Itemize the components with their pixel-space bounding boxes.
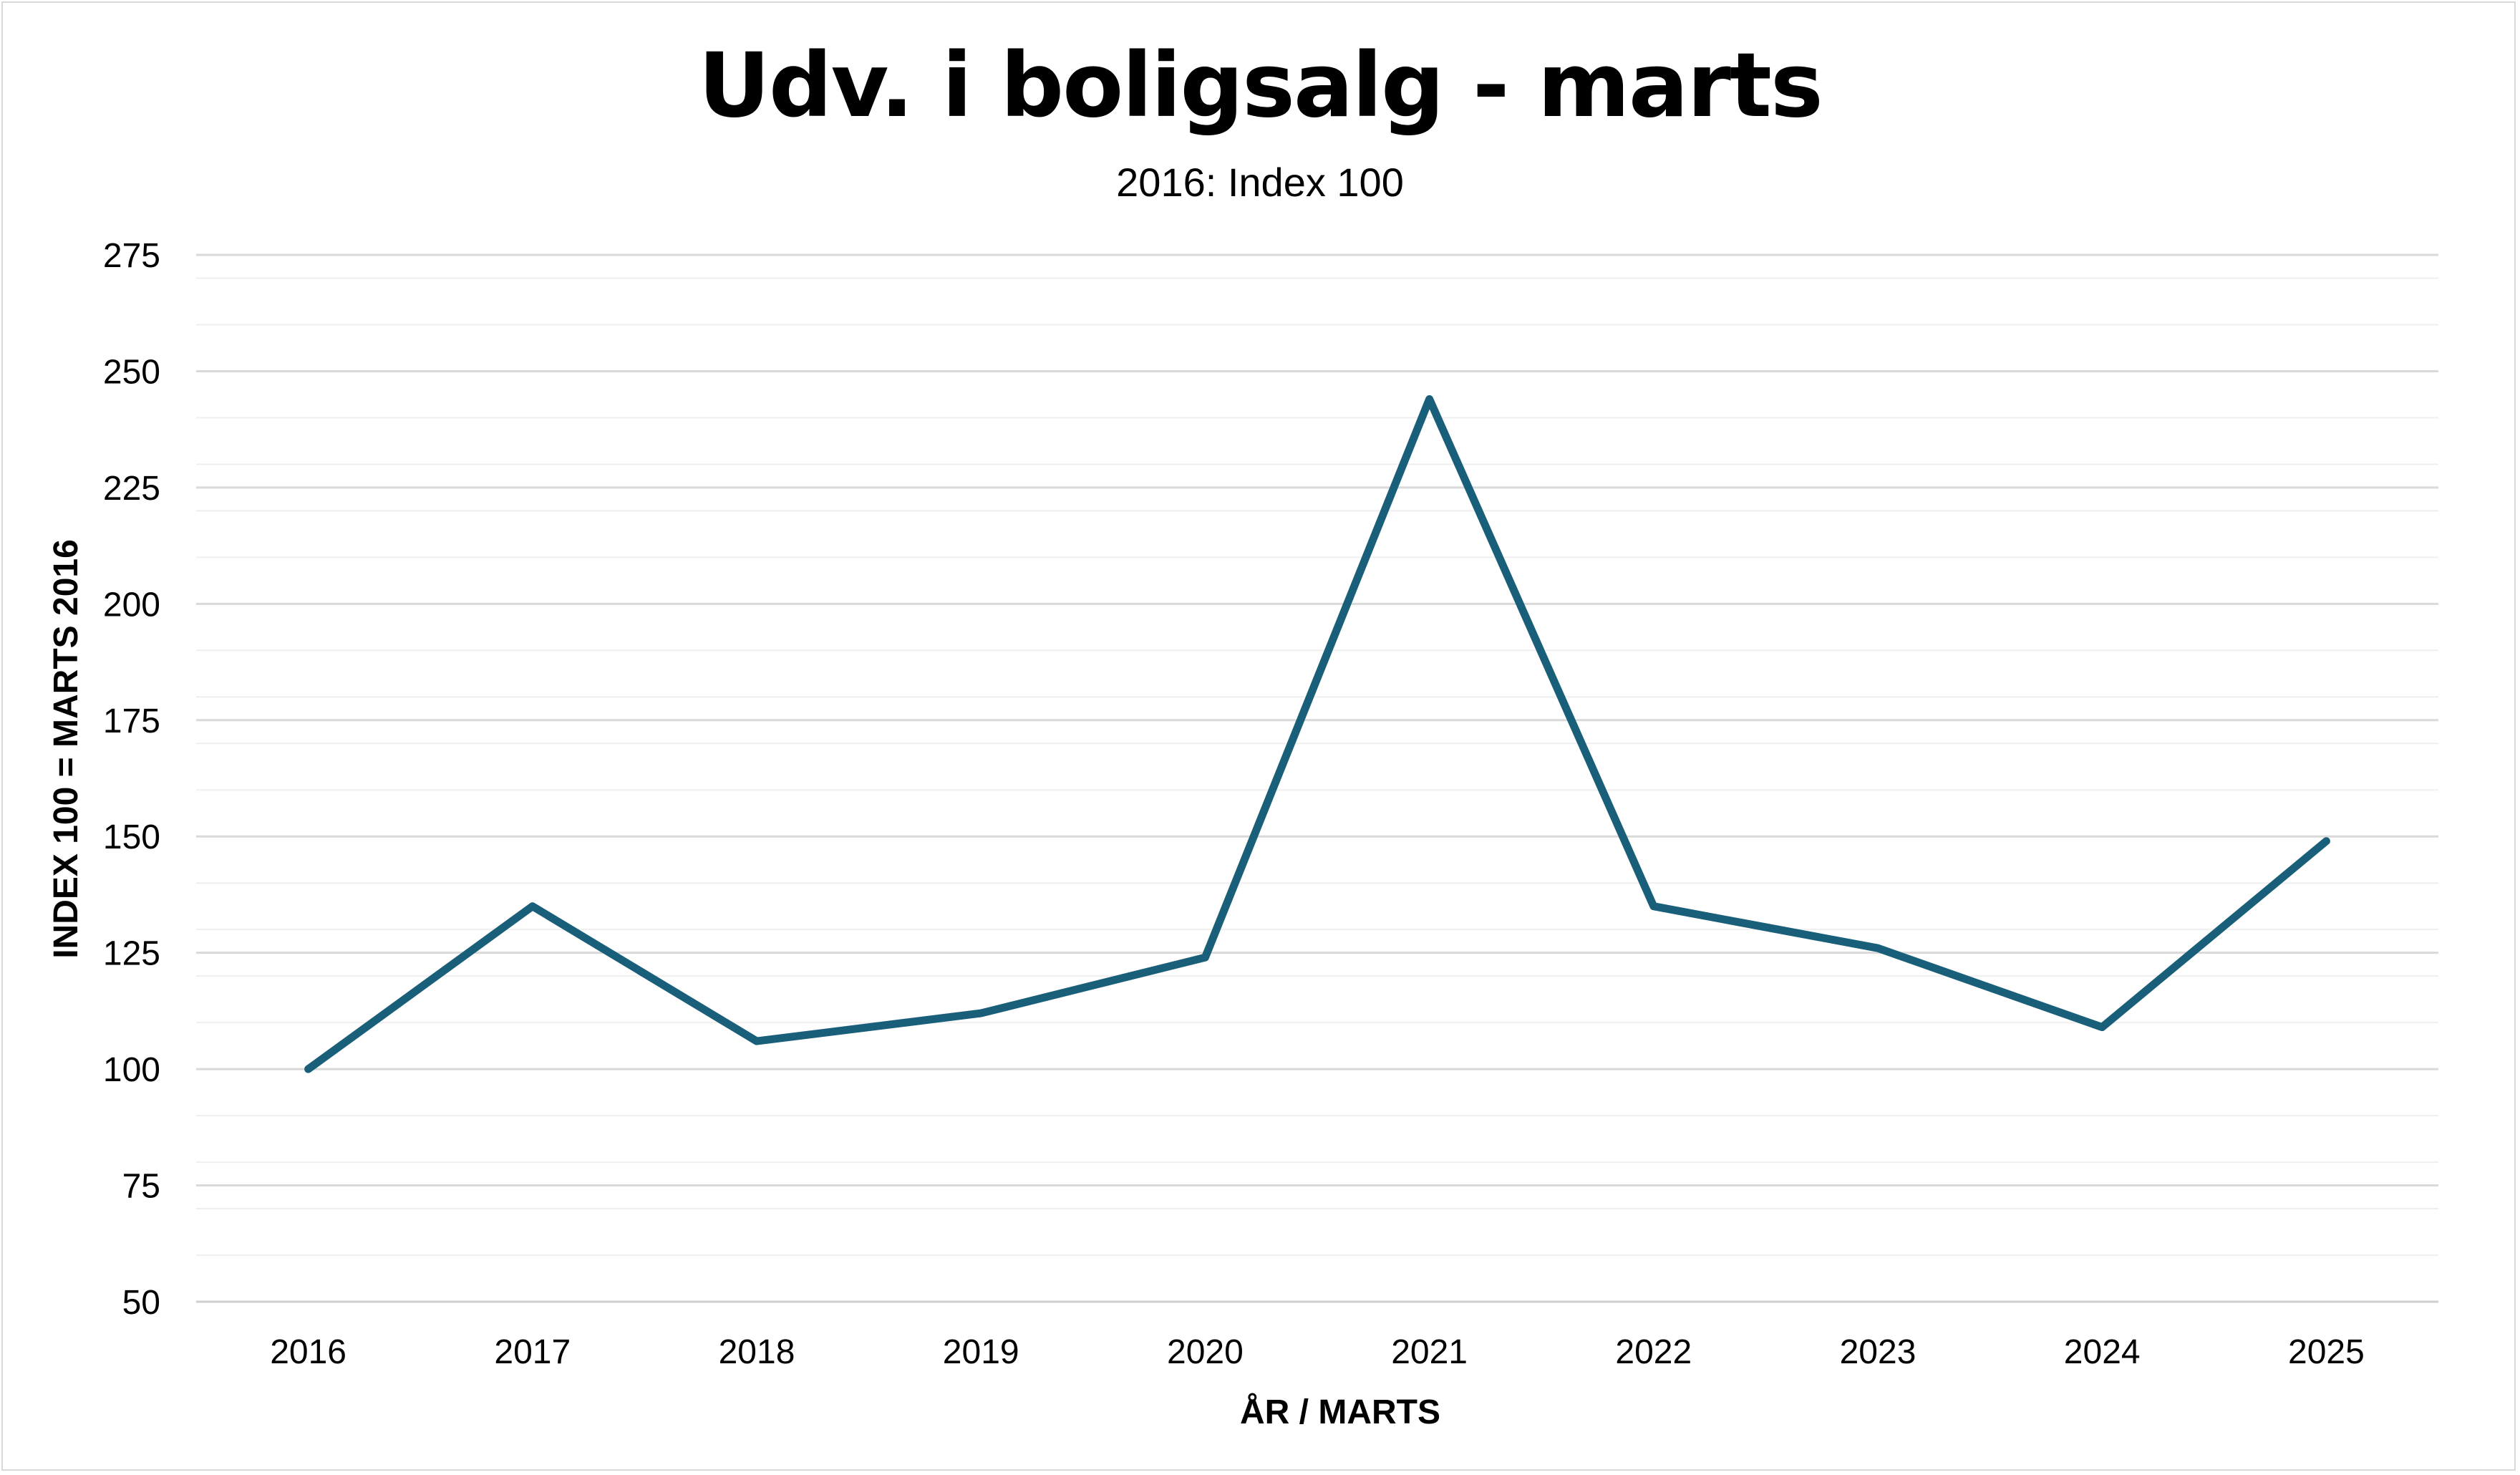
y-tick-label: 125 (103, 935, 160, 973)
x-tick-label: 2016 (270, 1333, 346, 1371)
series-line (304, 395, 2330, 1073)
chart-subtitle: 2016: Index 100 (1116, 160, 1404, 205)
y-tick-label: 75 (122, 1168, 160, 1206)
x-tick-label: 2020 (1167, 1333, 1244, 1371)
x-tick-label: 2021 (1391, 1333, 1468, 1371)
chart-title: Udv. i boligsalg - marts (698, 34, 1823, 137)
y-tick-label: 200 (103, 586, 160, 624)
x-tick-label: 2018 (719, 1333, 795, 1371)
x-tick-label: 2019 (943, 1333, 1019, 1371)
y-tick-label: 100 (103, 1051, 160, 1089)
y-tick-label: 150 (103, 818, 160, 856)
y-axis-tick-labels: 50 75 100 125 150 175 200 225 250 275 (103, 237, 160, 1322)
y-tick-label: 275 (103, 237, 160, 275)
x-axis-title: ÅR / MARTS (1240, 1393, 1440, 1431)
major-gridlines (196, 253, 2438, 1303)
x-tick-label: 2022 (1615, 1333, 1692, 1371)
x-tick-label: 2024 (2064, 1333, 2141, 1371)
x-tick-label: 2023 (1840, 1333, 1916, 1371)
x-tick-label: 2025 (2288, 1333, 2365, 1371)
x-tick-label: 2017 (494, 1333, 571, 1371)
y-axis-title: INDEX 100 = MARTS 2016 (47, 539, 85, 959)
y-tick-label: 250 (103, 353, 160, 391)
series-lines (304, 395, 2330, 1073)
y-tick-label: 225 (103, 470, 160, 508)
y-tick-label: 175 (103, 702, 160, 740)
minor-gridlines (196, 277, 2438, 1257)
y-tick-label: 50 (122, 1284, 160, 1322)
x-axis-tick-labels: 2016 2017 2018 2019 2020 2021 2022 2023 2024 2025 (270, 1333, 2365, 1371)
